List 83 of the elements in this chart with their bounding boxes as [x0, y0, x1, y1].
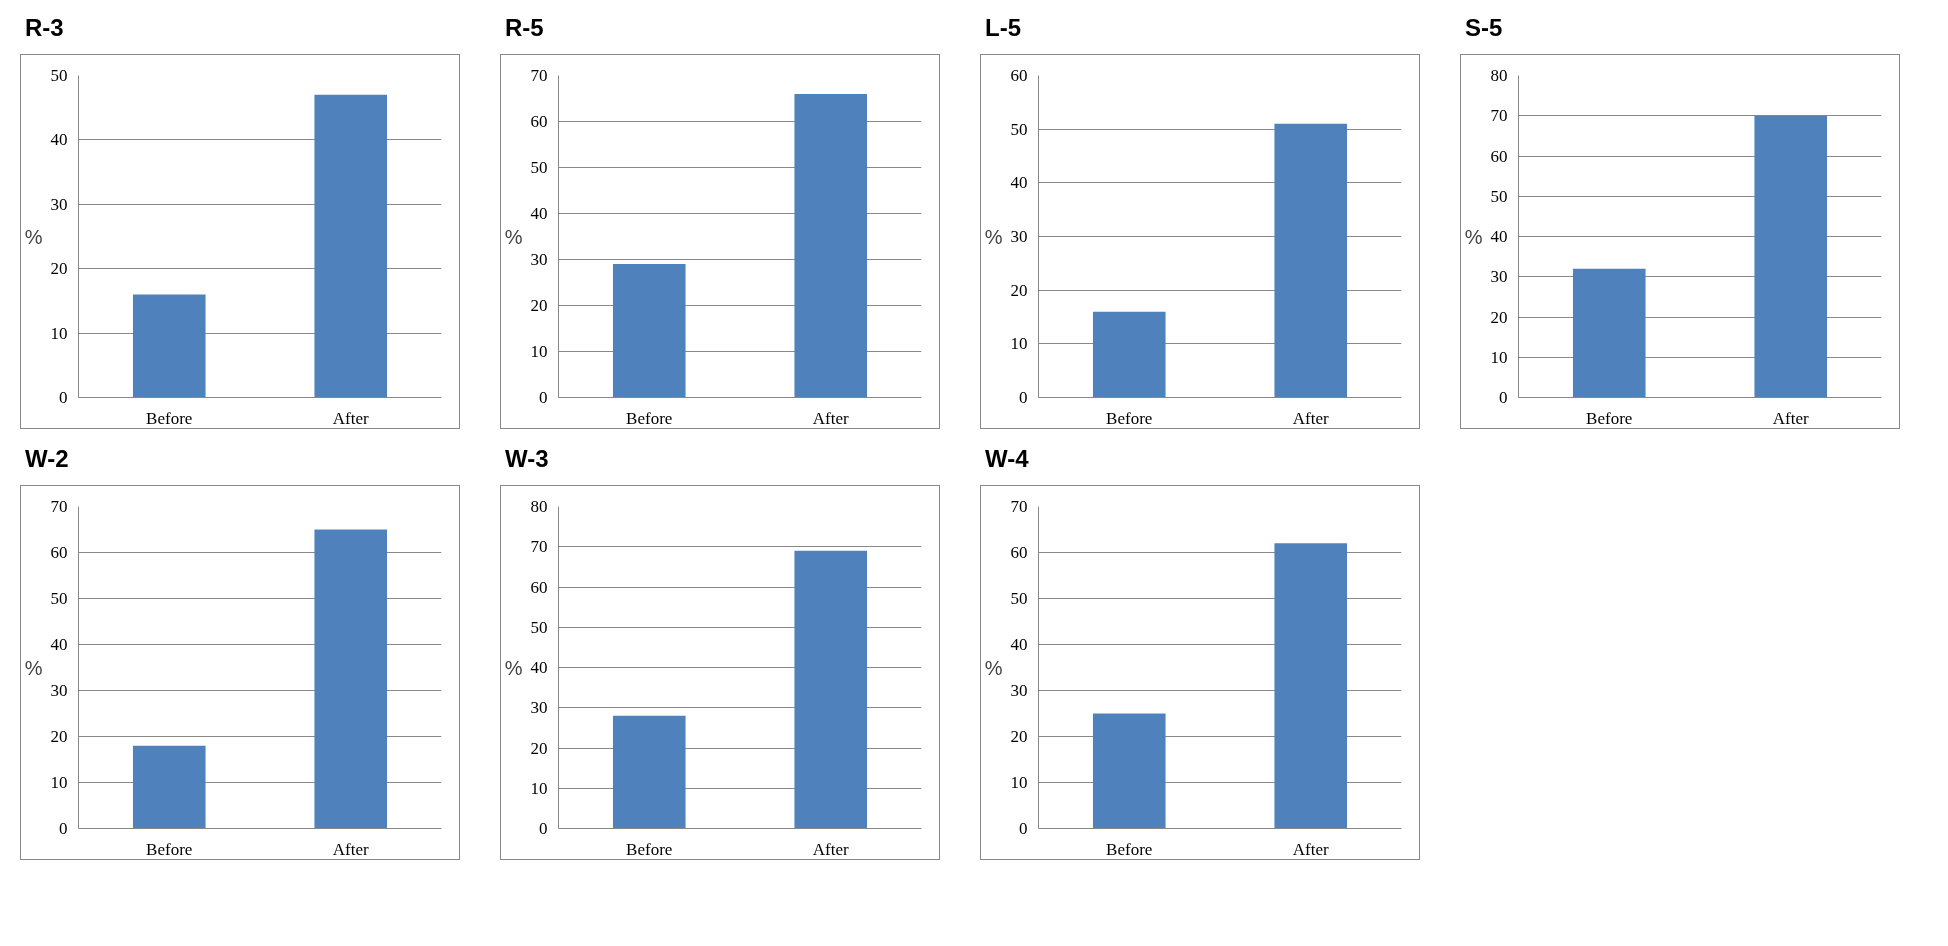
y-tick-label: 20	[530, 738, 548, 758]
y-tick-label: 50	[530, 158, 548, 177]
y-tick-label: 50	[50, 66, 68, 85]
y-tick-label: 20	[50, 259, 68, 279]
chart-title: W-3	[505, 444, 549, 474]
y-tick-label: 0	[1019, 388, 1028, 407]
x-tick-label: Before	[626, 408, 673, 428]
x-tick-label: After	[812, 839, 850, 859]
y-tick-label: 40	[50, 635, 68, 654]
chart-title: S-5	[1465, 13, 1503, 43]
y-tick-label: 10	[530, 778, 548, 798]
y-tick-label: 60	[530, 577, 548, 597]
y-tick-label: 0	[1499, 388, 1508, 407]
x-tick-label: Before	[1106, 839, 1153, 859]
y-tick-label: 10	[1490, 347, 1508, 367]
chart-title: W-2	[25, 444, 69, 474]
y-axis-title: %	[24, 225, 43, 248]
x-tick-label: Before	[146, 839, 193, 859]
y-tick-label: 60	[530, 112, 548, 131]
y-tick-label: 70	[1010, 497, 1028, 516]
y-tick-label: 40	[50, 130, 68, 150]
y-axis-title: %	[24, 656, 43, 679]
y-tick-label: 10	[50, 323, 68, 343]
y-tick-label: 10	[50, 773, 68, 792]
y-tick-label: 70	[530, 537, 548, 557]
y-tick-label: 60	[1010, 66, 1028, 85]
chart-title: W-4	[985, 444, 1029, 474]
chart-title: R-3	[25, 13, 64, 43]
y-tick-label: 50	[530, 617, 548, 637]
y-tick-label: 0	[59, 388, 68, 407]
x-tick-label: After	[1772, 408, 1810, 428]
y-tick-label: 40	[1010, 173, 1028, 193]
x-tick-label: After	[1292, 408, 1330, 428]
y-tick-label: 20	[1010, 280, 1028, 300]
y-tick-label: 20	[50, 727, 68, 746]
y-tick-label: 30	[530, 250, 548, 269]
y-axis-title: %	[984, 656, 1003, 679]
y-tick-label: 70	[1490, 106, 1508, 126]
y-tick-label: 20	[530, 296, 548, 315]
y-tick-label: 60	[1010, 543, 1028, 562]
y-tick-label: 70	[530, 66, 548, 85]
y-axis-title: %	[504, 656, 523, 679]
y-axis-title: %	[504, 225, 523, 248]
y-tick-label: 40	[530, 658, 548, 677]
y-tick-label: 40	[1490, 227, 1508, 246]
y-tick-label: 50	[1490, 186, 1508, 206]
x-tick-label: Before	[1586, 408, 1633, 428]
y-tick-label: 30	[530, 698, 548, 718]
y-tick-label: 60	[50, 543, 68, 562]
y-tick-label: 10	[1010, 773, 1028, 792]
chart-title: R-5	[505, 13, 544, 43]
x-tick-label: After	[332, 408, 370, 428]
y-tick-label: 80	[1490, 66, 1508, 85]
y-tick-label: 30	[1490, 267, 1508, 287]
y-tick-label: 0	[59, 819, 68, 838]
y-tick-label: 80	[530, 497, 548, 516]
x-tick-label: Before	[146, 408, 193, 428]
x-tick-label: After	[332, 839, 370, 859]
y-tick-label: 50	[1010, 589, 1028, 608]
y-tick-label: 20	[1490, 307, 1508, 327]
y-axis-title: %	[1464, 225, 1483, 248]
y-tick-label: 40	[530, 204, 548, 223]
x-tick-label: Before	[626, 839, 673, 859]
y-tick-label: 20	[1010, 727, 1028, 746]
y-tick-label: 60	[1490, 146, 1508, 166]
y-tick-label: 0	[539, 819, 548, 838]
y-tick-label: 30	[1010, 227, 1028, 246]
x-tick-label: After	[1292, 839, 1330, 859]
y-tick-label: 30	[50, 194, 68, 214]
y-tick-label: 0	[1019, 819, 1028, 838]
y-tick-label: 10	[1010, 334, 1028, 354]
y-tick-label: 30	[1010, 681, 1028, 700]
chart-title: L-5	[985, 13, 1021, 43]
y-tick-label: 50	[1010, 119, 1028, 139]
y-tick-label: 50	[50, 589, 68, 608]
x-tick-label: Before	[1106, 408, 1153, 428]
y-tick-label: 0	[539, 388, 548, 407]
y-tick-label: 70	[50, 497, 68, 516]
y-tick-label: 40	[1010, 635, 1028, 654]
y-axis-title: %	[984, 225, 1003, 248]
x-tick-label: After	[812, 408, 850, 428]
y-tick-label: 30	[50, 681, 68, 700]
y-tick-label: 10	[530, 342, 548, 361]
